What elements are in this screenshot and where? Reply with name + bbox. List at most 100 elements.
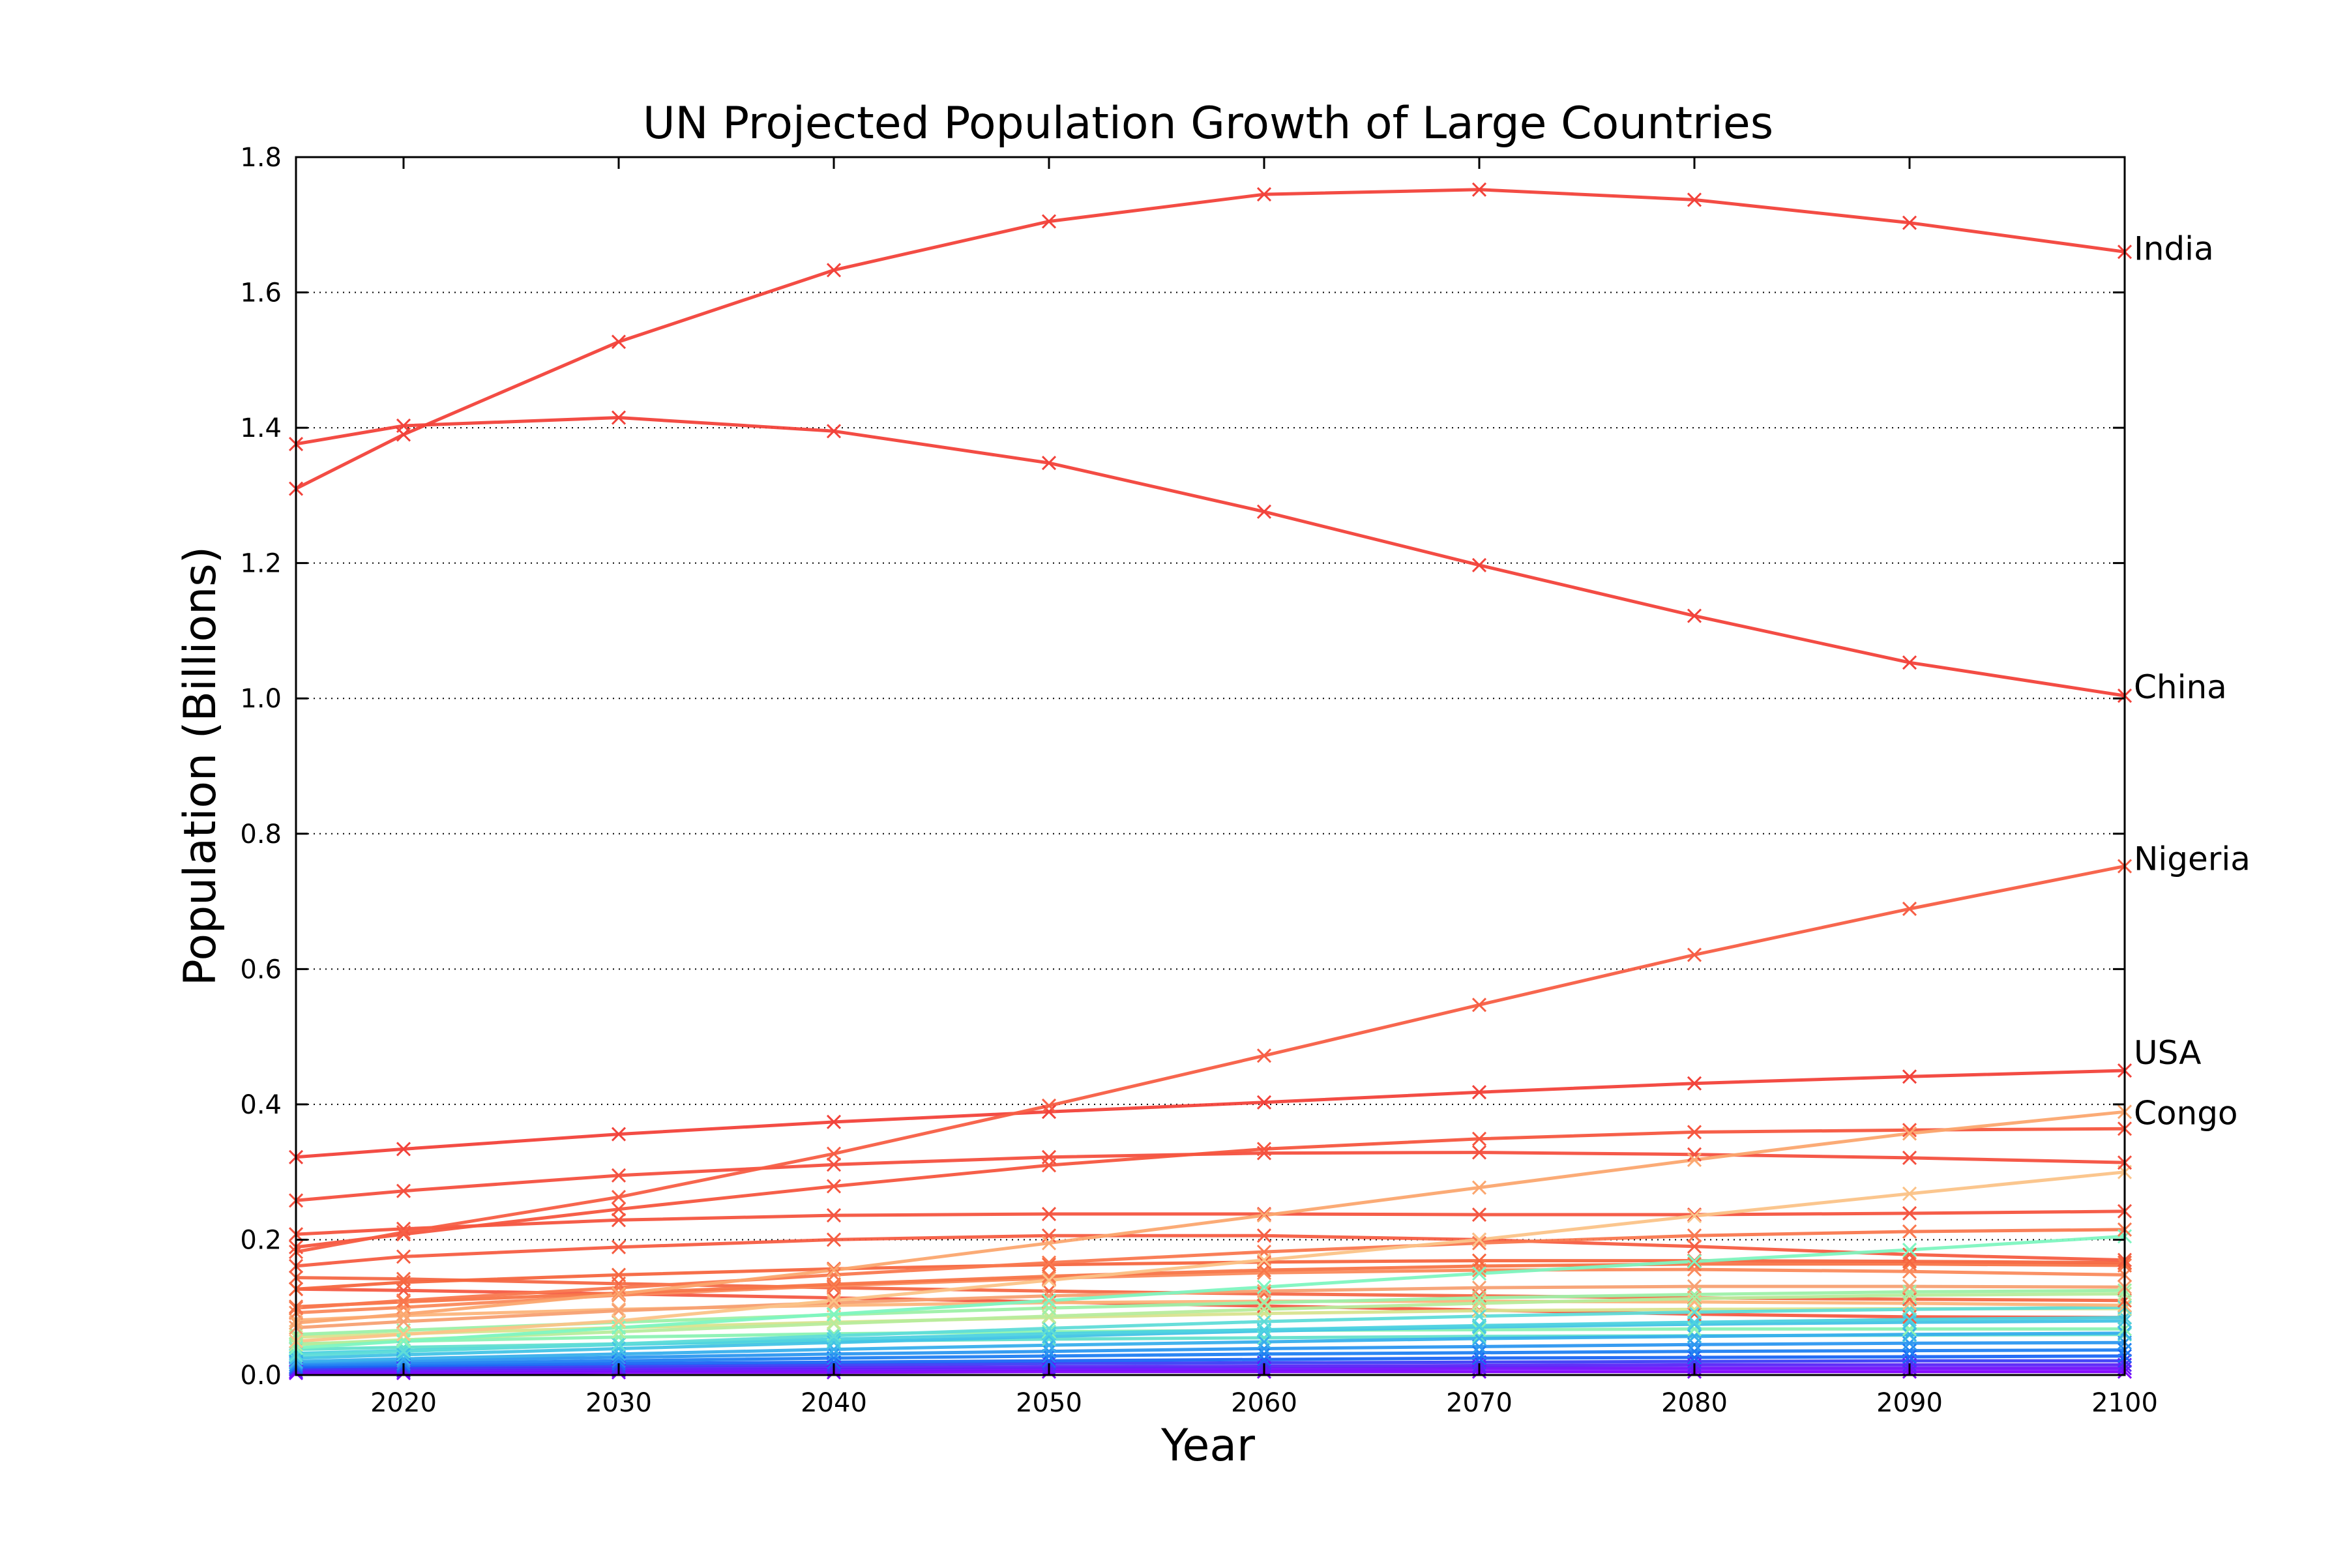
data-point-marker bbox=[1041, 1326, 1057, 1341]
annotation-label: China bbox=[2134, 668, 2227, 706]
data-point-marker bbox=[826, 1267, 842, 1282]
data-point-marker bbox=[1041, 1271, 1057, 1286]
data-point-marker bbox=[1041, 1288, 1057, 1303]
data-point-marker bbox=[826, 1331, 842, 1347]
data-point-marker bbox=[826, 1263, 842, 1278]
data-point-marker bbox=[1256, 1280, 1272, 1295]
data-point-marker bbox=[1256, 504, 1272, 519]
data-point-marker bbox=[1471, 1322, 1487, 1337]
data-point-marker bbox=[1687, 1344, 1702, 1359]
series-line bbox=[295, 1234, 2125, 1350]
annotation-label: India bbox=[2134, 229, 2214, 267]
data-point-marker bbox=[1041, 1257, 1057, 1272]
data-point-marker bbox=[1256, 1095, 1272, 1110]
data-point-marker bbox=[826, 263, 842, 278]
data-point-marker bbox=[1041, 1293, 1057, 1308]
data-point-marker bbox=[1902, 1312, 1917, 1327]
data-point-marker bbox=[1256, 1346, 1272, 1361]
data-point-marker bbox=[611, 1313, 627, 1329]
data-point-marker bbox=[396, 1307, 411, 1322]
data-point-marker bbox=[1256, 1352, 1272, 1367]
data-point-marker bbox=[1256, 1314, 1272, 1329]
annotation-label: Congo bbox=[2134, 1094, 2238, 1132]
data-point-marker bbox=[396, 1221, 411, 1236]
data-point-marker bbox=[1256, 1265, 1272, 1280]
x-tick-label: 2030 bbox=[585, 1388, 652, 1418]
data-point-marker bbox=[1041, 1269, 1057, 1284]
data-point-marker bbox=[1471, 1295, 1487, 1311]
x-tick-label: 2060 bbox=[1231, 1388, 1297, 1418]
data-point-marker bbox=[1902, 1247, 1917, 1262]
data-point-marker bbox=[396, 1293, 411, 1308]
data-point-marker bbox=[611, 410, 627, 425]
data-point-marker bbox=[1471, 1290, 1487, 1305]
series-line bbox=[295, 1127, 2125, 1249]
data-point-marker bbox=[1902, 1123, 1917, 1138]
annotation-label: Nigeria bbox=[2134, 840, 2251, 878]
data-point-marker bbox=[1902, 215, 1917, 230]
data-point-marker bbox=[611, 1189, 627, 1205]
data-point-marker bbox=[1471, 1280, 1487, 1295]
data-point-marker bbox=[1471, 1253, 1487, 1268]
data-point-marker bbox=[1902, 901, 1917, 917]
data-point-marker bbox=[396, 1275, 411, 1290]
data-point-marker bbox=[1471, 1309, 1487, 1324]
data-point-marker bbox=[611, 1286, 627, 1301]
data-point-marker bbox=[1902, 1327, 1917, 1342]
data-point-marker bbox=[396, 1183, 411, 1198]
data-point-marker bbox=[1902, 1224, 1917, 1239]
data-point-marker bbox=[1687, 947, 1702, 962]
data-point-marker bbox=[396, 1271, 411, 1286]
series-lines bbox=[295, 188, 2125, 1375]
data-point-marker bbox=[1256, 1208, 1272, 1223]
data-point-marker bbox=[826, 1146, 842, 1161]
y-tick-label: 1.0 bbox=[240, 684, 282, 714]
data-point-marker bbox=[1687, 1314, 1702, 1330]
data-point-marker bbox=[1041, 1104, 1057, 1119]
series-line bbox=[295, 1069, 2125, 1159]
data-point-marker bbox=[1902, 1186, 1917, 1201]
data-point-marker bbox=[1041, 214, 1057, 229]
data-point-marker bbox=[396, 1347, 411, 1362]
data-point-marker bbox=[826, 1346, 842, 1361]
data-point-marker bbox=[611, 1202, 627, 1217]
data-point-marker bbox=[1687, 1305, 1702, 1320]
data-point-marker bbox=[611, 1127, 627, 1142]
data-point-marker bbox=[1256, 1335, 1272, 1350]
series-line bbox=[295, 1259, 2125, 1291]
series-line bbox=[295, 1348, 2125, 1367]
data-point-marker bbox=[1041, 1273, 1057, 1288]
series-line bbox=[295, 188, 2125, 490]
plot-frame bbox=[295, 156, 2126, 1376]
data-point-marker bbox=[1687, 1125, 1702, 1140]
data-point-marker bbox=[1256, 1284, 1272, 1299]
data-point-marker bbox=[1902, 1150, 1917, 1165]
data-point-marker bbox=[826, 1307, 842, 1322]
data-point-marker bbox=[396, 1344, 411, 1359]
data-point-marker bbox=[826, 1342, 842, 1357]
data-point-marker bbox=[1902, 1279, 1917, 1294]
data-point-marker bbox=[826, 1232, 842, 1247]
y-tick-label: 1.4 bbox=[240, 413, 282, 443]
series-line bbox=[295, 865, 2125, 1254]
y-tick-label: 0.6 bbox=[240, 954, 282, 984]
data-point-marker bbox=[1687, 1317, 1702, 1332]
data-point-marker bbox=[611, 1354, 627, 1368]
series-line bbox=[295, 1319, 2125, 1360]
data-point-marker bbox=[1256, 1228, 1272, 1243]
data-point-marker bbox=[1687, 1239, 1702, 1254]
data-point-marker bbox=[1902, 1242, 1917, 1258]
x-tick-label: 2100 bbox=[2091, 1388, 2158, 1418]
x-tick-label: 2090 bbox=[1876, 1388, 1943, 1418]
series-line bbox=[295, 1331, 2125, 1363]
series-line bbox=[295, 1359, 2125, 1370]
y-tick-label: 0.2 bbox=[240, 1225, 282, 1255]
data-point-marker bbox=[396, 1142, 411, 1157]
y-tick-label: 1.6 bbox=[240, 278, 282, 308]
data-point-marker bbox=[396, 427, 411, 442]
series-line bbox=[295, 416, 2125, 698]
data-point-marker bbox=[396, 1249, 411, 1264]
data-point-marker bbox=[1041, 1295, 1057, 1310]
data-point-marker bbox=[1687, 1354, 1702, 1369]
